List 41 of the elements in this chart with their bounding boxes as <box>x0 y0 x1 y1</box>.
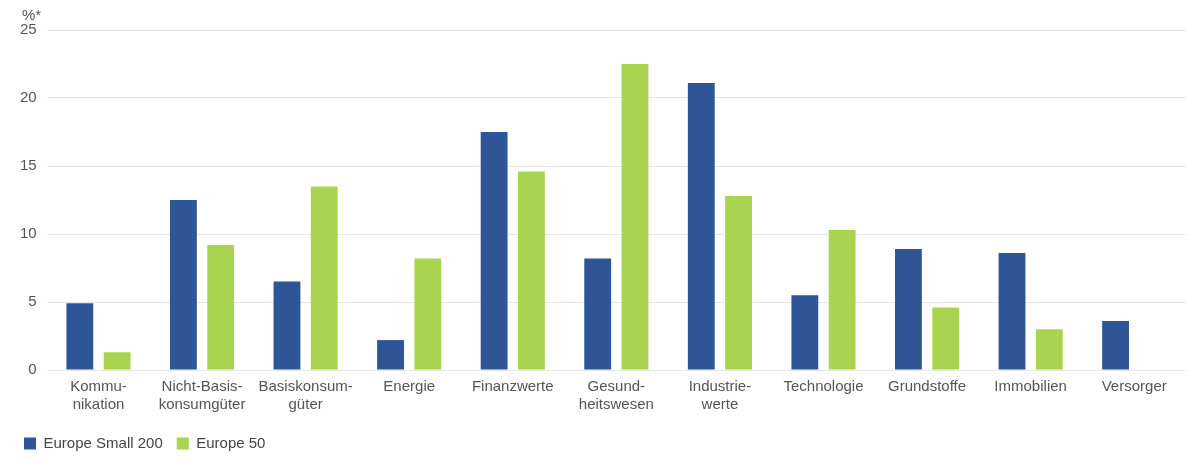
bar <box>932 307 960 370</box>
x-tick-label: Grundstoffe <box>888 377 967 395</box>
bar <box>621 64 649 370</box>
y-tick-label: 20 <box>20 88 37 106</box>
bar <box>828 229 856 370</box>
x-tick-label: Kommu- nikation <box>70 377 127 413</box>
x-tick-label: Energie <box>383 377 436 395</box>
bar <box>1035 329 1063 370</box>
x-tick-label: Nicht-Basis- konsumgüter <box>158 377 246 413</box>
y-tick-label: 5 <box>28 292 37 310</box>
x-tick-label: Versorger <box>1101 377 1167 395</box>
bar <box>1102 321 1129 370</box>
y-tick-label: 15 <box>20 156 37 174</box>
bar <box>517 171 545 370</box>
y-tick-label: 10 <box>20 224 37 242</box>
x-tick-label: Finanzwerte <box>471 377 554 395</box>
x-tick-label: Basiskonsum- güter <box>258 377 353 413</box>
bar <box>895 248 922 370</box>
x-tick-label: Industrie- werte <box>688 377 752 413</box>
bar <box>169 200 197 370</box>
bar <box>273 281 301 370</box>
bar <box>998 253 1026 370</box>
legend-label: Europe Small 200 <box>43 433 163 451</box>
bar <box>687 83 715 370</box>
bar <box>480 132 508 370</box>
bar <box>377 340 404 370</box>
bar <box>584 258 612 370</box>
bar <box>725 195 752 370</box>
bar <box>103 352 131 370</box>
bar <box>310 186 338 370</box>
x-tick-label: Gesund- heitswesen <box>578 377 654 413</box>
legend-label: Europe 50 <box>196 433 266 451</box>
y-tick-label: 25 <box>20 20 37 38</box>
y-tick-label: 0 <box>28 360 37 378</box>
x-tick-label: Technologie <box>783 377 864 395</box>
y-axis-title: %* <box>22 5 42 23</box>
bar <box>207 244 235 370</box>
bar <box>414 258 442 370</box>
x-tick-label: Immobilien <box>994 377 1067 395</box>
bar <box>791 295 819 370</box>
bar <box>66 303 94 370</box>
